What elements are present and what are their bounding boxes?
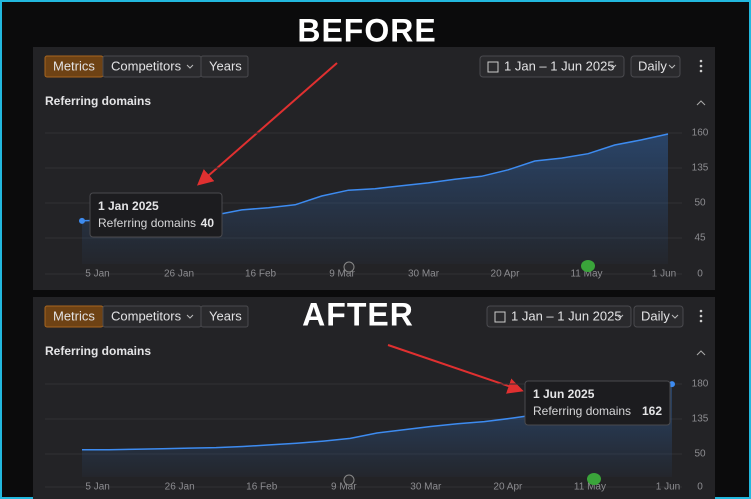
tooltip-label: Referring domains — [98, 216, 196, 230]
x-tick-label: 26 Jan — [165, 482, 195, 493]
area — [82, 384, 672, 477]
arrow — [387, 344, 524, 394]
collapse[interactable] — [696, 100, 706, 106]
annotation-marker — [343, 474, 355, 486]
x-tick-label: 9 Mar — [329, 269, 355, 280]
tab-label[interactable]: Metrics — [53, 308, 95, 323]
date-picker[interactable] — [479, 55, 625, 78]
arrow — [196, 62, 338, 186]
calendar-icon — [487, 61, 499, 73]
tab-button[interactable] — [200, 305, 249, 328]
tooltip-date: 1 Jun 2025 — [533, 387, 595, 401]
x-tick-label: 5 Jan — [85, 269, 109, 280]
chevron — [668, 64, 676, 69]
tab-label[interactable]: Metrics — [53, 58, 95, 73]
interval[interactable]: Daily — [641, 308, 670, 323]
calendar-icon — [494, 311, 506, 323]
y-tick-label: 0 — [697, 482, 703, 493]
x-tick-label: 9 Mar — [331, 482, 357, 493]
annotation-marker — [343, 261, 355, 273]
date-picker[interactable] — [486, 305, 632, 328]
tooltip — [524, 380, 671, 426]
date-range[interactable]: 1 Jan – 1 Jun 2025 — [504, 58, 615, 73]
y-tick-label: 50 — [694, 449, 706, 460]
panel-title: Referring domains — [45, 344, 151, 358]
event-marker — [587, 473, 601, 485]
menu-dot[interactable] — [699, 319, 703, 323]
chevron — [671, 314, 679, 319]
interval-picker[interactable] — [630, 55, 681, 78]
menu-dot[interactable] — [699, 314, 703, 318]
tooltip-date: 1 Jan 2025 — [98, 199, 159, 213]
area — [82, 134, 668, 264]
x-tick-label: 20 Apr — [491, 269, 521, 280]
menu-dot[interactable] — [699, 59, 703, 63]
x-tick-label: 30 Mar — [410, 482, 442, 493]
tab-label[interactable]: Years — [209, 58, 242, 73]
event-marker — [581, 260, 595, 272]
chevron — [609, 64, 617, 69]
chevron — [616, 314, 624, 319]
x-tick-label: 1 Jun — [656, 482, 680, 493]
tab-button[interactable] — [200, 55, 249, 78]
chevron — [186, 314, 194, 319]
tooltip-value: 40 — [201, 216, 215, 230]
menu-dot[interactable] — [699, 309, 703, 313]
after-heading: AFTER — [302, 296, 414, 332]
menu-dot[interactable] — [699, 64, 703, 68]
y-tick-label: 180 — [692, 379, 709, 390]
x-tick-label: 30 Mar — [408, 269, 440, 280]
y-tick-label: 45 — [694, 233, 706, 244]
tooltip-value: 162 — [642, 404, 662, 418]
x-tick-label: 16 Feb — [246, 482, 278, 493]
tooltip-label: Referring domains — [533, 404, 631, 418]
tooltip — [89, 192, 223, 238]
x-tick-label: 11 May — [570, 269, 602, 280]
interval[interactable]: Daily — [638, 58, 667, 73]
y-tick-label: 160 — [692, 128, 709, 139]
interval-picker[interactable] — [633, 305, 684, 328]
tab-label[interactable]: Competitors — [111, 58, 182, 73]
x-tick-label: 1 Jun — [652, 269, 676, 280]
y-tick-label: 50 — [694, 198, 706, 209]
y-tick-label: 135 — [692, 414, 709, 425]
x-tick-label: 26 Jan — [164, 269, 194, 280]
tab-label[interactable]: Competitors — [111, 308, 182, 323]
collapse[interactable] — [696, 350, 706, 356]
x-tick-label: 11 May — [574, 482, 606, 493]
x-tick-label: 16 Feb — [245, 269, 277, 280]
tab-label[interactable]: Years — [209, 308, 242, 323]
panel-title: Referring domains — [45, 94, 151, 108]
menu-dot[interactable] — [699, 69, 703, 73]
tooltip-point — [79, 217, 85, 224]
chevron — [186, 64, 194, 69]
x-tick-label: 5 Jan — [85, 482, 109, 493]
y-tick-label: 0 — [697, 269, 703, 280]
x-tick-label: 20 Apr — [493, 482, 523, 493]
before-heading: BEFORE — [297, 12, 436, 48]
date-range[interactable]: 1 Jan – 1 Jun 2025 — [511, 308, 622, 323]
y-tick-label: 135 — [692, 163, 709, 174]
